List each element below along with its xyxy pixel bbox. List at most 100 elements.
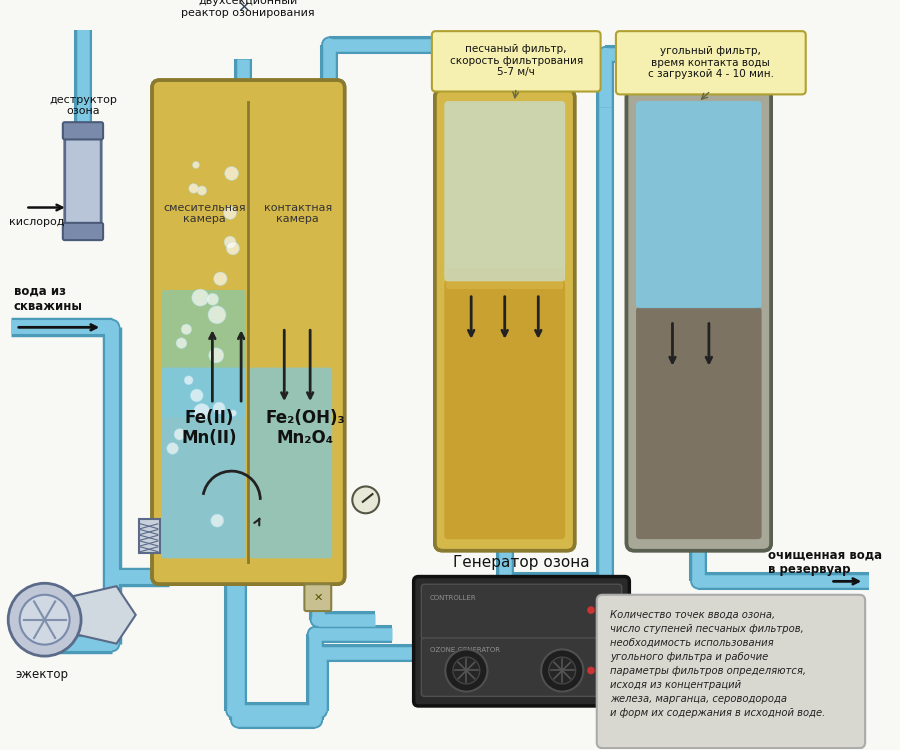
FancyBboxPatch shape bbox=[435, 89, 575, 550]
Circle shape bbox=[163, 570, 176, 584]
Circle shape bbox=[166, 442, 178, 454]
FancyBboxPatch shape bbox=[304, 584, 331, 611]
FancyBboxPatch shape bbox=[636, 308, 761, 539]
Circle shape bbox=[174, 428, 185, 440]
Circle shape bbox=[225, 703, 241, 719]
Circle shape bbox=[311, 703, 328, 719]
Text: вода из
скважины: вода из скважины bbox=[14, 285, 83, 313]
Circle shape bbox=[192, 290, 209, 306]
FancyBboxPatch shape bbox=[597, 595, 865, 748]
Text: кислород: кислород bbox=[9, 217, 65, 227]
Text: CONTROLLER: CONTROLLER bbox=[430, 595, 477, 601]
Circle shape bbox=[213, 402, 225, 414]
FancyBboxPatch shape bbox=[414, 577, 629, 706]
Circle shape bbox=[309, 628, 321, 640]
Circle shape bbox=[321, 37, 338, 52]
Circle shape bbox=[197, 186, 207, 195]
Circle shape bbox=[587, 667, 595, 674]
Circle shape bbox=[453, 657, 480, 684]
Circle shape bbox=[313, 704, 326, 717]
FancyBboxPatch shape bbox=[158, 0, 338, 25]
FancyBboxPatch shape bbox=[250, 368, 332, 558]
Circle shape bbox=[690, 46, 707, 62]
Circle shape bbox=[587, 606, 595, 614]
Text: песчаный фильтр,
скорость фильтрования
5-7 м/ч: песчаный фильтр, скорость фильтрования 5… bbox=[450, 44, 583, 77]
Text: Fe₂(OH)₃
Mn₂O₄: Fe₂(OH)₃ Mn₂O₄ bbox=[266, 409, 346, 448]
Circle shape bbox=[227, 704, 239, 717]
FancyBboxPatch shape bbox=[445, 280, 565, 539]
FancyBboxPatch shape bbox=[636, 101, 761, 308]
Text: газоотделительный
клапан: газоотделительный клапан bbox=[0, 749, 1, 750]
Circle shape bbox=[323, 38, 336, 51]
Circle shape bbox=[193, 161, 200, 169]
Circle shape bbox=[499, 575, 511, 587]
Circle shape bbox=[226, 242, 239, 255]
Circle shape bbox=[549, 657, 576, 684]
Circle shape bbox=[105, 320, 119, 334]
FancyBboxPatch shape bbox=[63, 122, 104, 140]
Circle shape bbox=[599, 575, 612, 587]
Circle shape bbox=[181, 324, 192, 334]
Circle shape bbox=[352, 487, 379, 513]
Circle shape bbox=[598, 606, 607, 614]
FancyBboxPatch shape bbox=[626, 89, 771, 550]
Circle shape bbox=[20, 595, 69, 644]
Circle shape bbox=[104, 319, 121, 336]
FancyBboxPatch shape bbox=[63, 223, 104, 240]
Circle shape bbox=[232, 714, 245, 727]
Circle shape bbox=[497, 46, 513, 62]
Circle shape bbox=[105, 570, 119, 584]
Circle shape bbox=[541, 650, 583, 692]
Text: контактная
камера: контактная камера bbox=[264, 202, 332, 224]
Circle shape bbox=[224, 236, 236, 248]
Circle shape bbox=[208, 306, 226, 324]
Circle shape bbox=[225, 166, 238, 180]
Circle shape bbox=[307, 626, 323, 642]
Text: эжектор: эжектор bbox=[16, 668, 69, 680]
Circle shape bbox=[600, 667, 608, 674]
Circle shape bbox=[104, 635, 121, 652]
Circle shape bbox=[311, 614, 324, 626]
Circle shape bbox=[307, 712, 323, 728]
Circle shape bbox=[211, 514, 224, 527]
Circle shape bbox=[176, 338, 187, 349]
FancyBboxPatch shape bbox=[446, 268, 563, 289]
Text: Fe(II)
Mn(II): Fe(II) Mn(II) bbox=[182, 409, 238, 448]
Circle shape bbox=[309, 714, 321, 727]
Circle shape bbox=[598, 573, 614, 590]
Text: ✕: ✕ bbox=[237, 0, 249, 15]
Circle shape bbox=[499, 48, 511, 61]
FancyBboxPatch shape bbox=[223, 0, 263, 26]
FancyBboxPatch shape bbox=[162, 290, 246, 418]
Text: Генератор озона: Генератор озона bbox=[453, 555, 590, 570]
Circle shape bbox=[104, 568, 121, 585]
Circle shape bbox=[184, 376, 194, 385]
Circle shape bbox=[213, 272, 227, 286]
Circle shape bbox=[310, 611, 326, 628]
Circle shape bbox=[598, 46, 614, 62]
Circle shape bbox=[692, 575, 705, 587]
FancyBboxPatch shape bbox=[421, 638, 622, 697]
Circle shape bbox=[224, 206, 237, 219]
Text: ✕: ✕ bbox=[313, 592, 322, 603]
Circle shape bbox=[497, 573, 513, 590]
Text: смесительная
камера: смесительная камера bbox=[164, 202, 246, 224]
Text: Количество точек ввода озона,
число ступеней песчаных фильтров,
необходимость ис: Количество точек ввода озона, число ступ… bbox=[610, 610, 825, 718]
Circle shape bbox=[189, 184, 198, 194]
Circle shape bbox=[311, 645, 328, 662]
Circle shape bbox=[446, 650, 488, 692]
Text: угольный фильтр,
время контакта воды
с загрузкой 4 - 10 мин.: угольный фильтр, время контакта воды с з… bbox=[648, 46, 774, 80]
Circle shape bbox=[8, 584, 81, 656]
Circle shape bbox=[692, 48, 705, 61]
Circle shape bbox=[160, 568, 178, 585]
Text: очищенная вода
в резервуар: очищенная вода в резервуар bbox=[769, 548, 883, 576]
Bar bbox=[139, 519, 159, 553]
FancyBboxPatch shape bbox=[616, 32, 806, 94]
FancyBboxPatch shape bbox=[421, 584, 622, 640]
Circle shape bbox=[105, 637, 119, 650]
Circle shape bbox=[209, 348, 224, 363]
Text: OZONE GENERATOR: OZONE GENERATOR bbox=[430, 646, 500, 652]
Polygon shape bbox=[54, 586, 136, 644]
Circle shape bbox=[230, 712, 247, 728]
Circle shape bbox=[610, 606, 617, 614]
